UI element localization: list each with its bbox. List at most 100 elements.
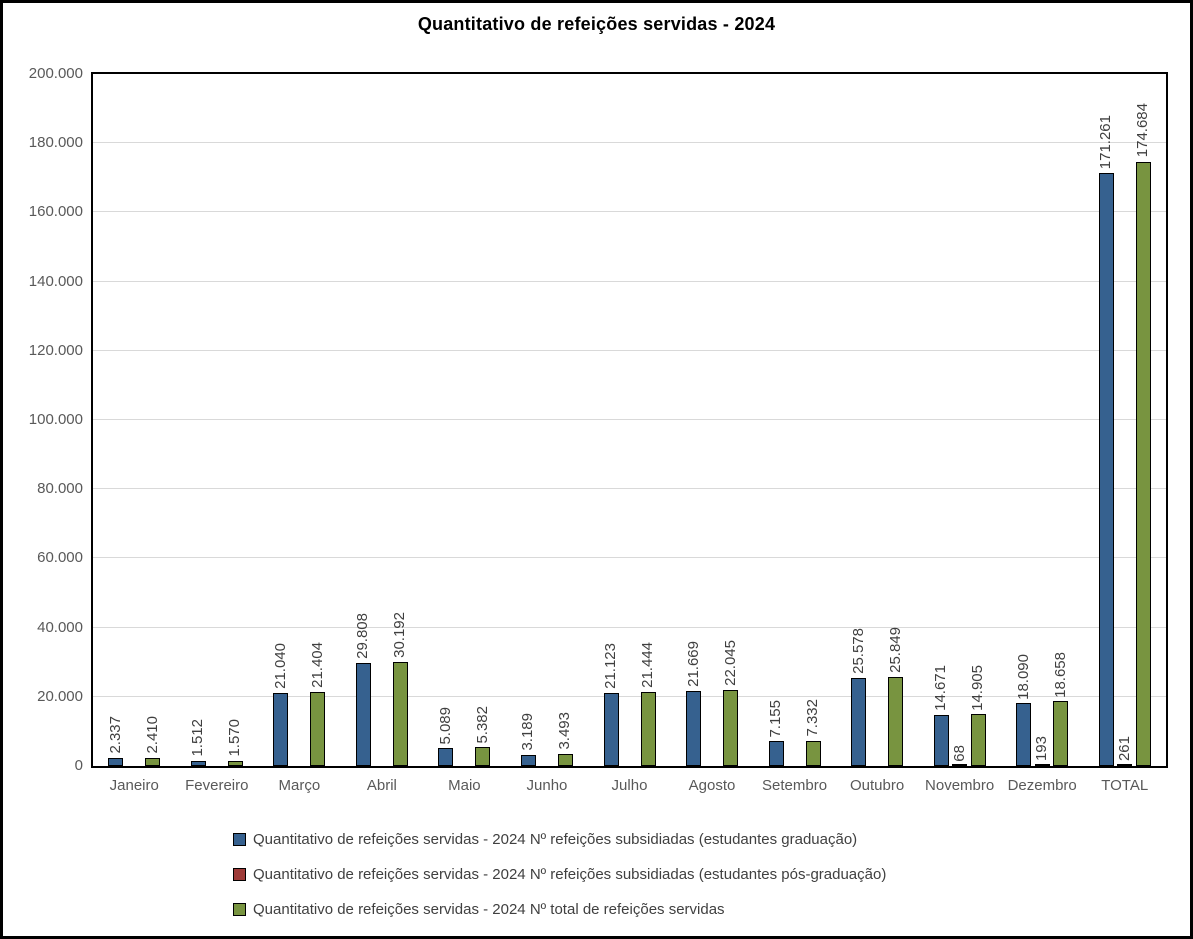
bar-value-label: 3.493 xyxy=(556,712,574,750)
bar-total-total xyxy=(1135,161,1151,766)
legend: Quantitativo de refeições servidas - 202… xyxy=(233,831,886,936)
bar-value-label: 21.040 xyxy=(271,643,289,690)
bar-value-label: 21.444 xyxy=(639,641,656,688)
plot-area: 2.337 2.410 1.512 1.570 21.040 21.404 29.808 30… xyxy=(91,72,1168,768)
bar-value-label: 5.382 xyxy=(473,705,491,744)
x-axis-label: Abril xyxy=(366,777,397,794)
gridline xyxy=(93,280,1166,282)
legend-swatch-icon xyxy=(233,867,246,881)
x-axis-label: Maio xyxy=(448,777,481,794)
bar-value-label: 25.849 xyxy=(886,626,904,673)
bar-total-agosto xyxy=(723,689,739,766)
bar-value-label: 18.658 xyxy=(1051,651,1069,698)
bar-value-label: 21.669 xyxy=(684,641,702,688)
bar-pos-graduacao-total xyxy=(1117,764,1133,766)
x-axis-label: Janeiro xyxy=(109,777,159,794)
bar-graduacao-outubro xyxy=(851,677,867,766)
bar-graduacao-setembro xyxy=(768,741,784,766)
y-tick-label: 140.000 xyxy=(28,272,83,290)
bar-total-setembro xyxy=(805,740,821,766)
bar-value-label: 68 xyxy=(950,745,968,762)
x-axis-label: Setembro xyxy=(762,777,828,794)
legend-swatch-icon xyxy=(233,902,246,916)
bar-value-label: 22.045 xyxy=(721,639,739,686)
legend-label: Quantitativo de refeições servidas - 202… xyxy=(253,865,887,883)
legend-item-total: Quantitativo de refeições servidas - 202… xyxy=(233,900,886,918)
x-axis-label: Agosto xyxy=(688,777,736,794)
legend-label: Quantitativo de refeições servidas - 202… xyxy=(253,900,725,918)
gridline xyxy=(93,142,1166,144)
bar-value-label: 18.090 xyxy=(1014,653,1032,700)
bar-value-label: 1.570 xyxy=(226,719,244,757)
bar-value-label: 25.578 xyxy=(849,627,867,674)
gridline xyxy=(93,557,1166,559)
bar-graduacao-julho xyxy=(603,692,619,766)
y-tick-label: 40.000 xyxy=(37,618,83,636)
bar-value-label: 21.404 xyxy=(308,642,326,688)
bar-value-label: 261 xyxy=(1115,736,1133,762)
bar-pos-graduacao-novembro xyxy=(952,764,968,766)
y-tick-label: 100.000 xyxy=(28,411,83,428)
y-tick-label: 180.000 xyxy=(28,134,83,152)
x-axis-label: Junho xyxy=(526,777,568,794)
bar-value-label: 30.192 xyxy=(391,611,409,658)
bar-value-label: 3.189 xyxy=(519,713,537,751)
bar-value-label: 171.261 xyxy=(1097,115,1115,170)
y-tick-label: 80.000 xyxy=(37,480,83,498)
bar-value-label: 174.684 xyxy=(1134,103,1152,158)
bar-graduacao-janeiro xyxy=(108,757,124,766)
y-tick-label: 0 xyxy=(74,757,83,774)
bar-graduacao-abril xyxy=(355,662,371,766)
bar-value-label: 2.410 xyxy=(143,716,161,754)
bar-total-outubro xyxy=(888,676,904,766)
bar-graduacao-maio xyxy=(438,748,454,766)
bar-value-label: 14.905 xyxy=(969,664,987,711)
bar-graduacao-agosto xyxy=(686,691,702,766)
y-tick-label: 200.000 xyxy=(28,65,83,82)
bar-total-dezembro xyxy=(1053,701,1069,766)
x-axis-label: Novembro xyxy=(925,777,995,794)
x-axis-label: Dezembro xyxy=(1007,777,1077,794)
bar-graduacao-março xyxy=(273,693,289,766)
bar-value-label: 1.512 xyxy=(189,719,207,757)
y-tick-label: 60.000 xyxy=(37,549,83,567)
bar-graduacao-dezembro xyxy=(1016,703,1032,766)
y-tick-label: 160.000 xyxy=(28,203,83,221)
bar-total-novembro xyxy=(970,714,986,766)
bar-total-julho xyxy=(640,691,656,766)
bar-value-label: 29.808 xyxy=(354,612,372,659)
bar-value-label: 21.123 xyxy=(602,643,619,689)
x-axis-label: Outubro xyxy=(850,777,905,794)
legend-swatch-icon xyxy=(233,832,246,846)
legend-item-pos-graduacao: Quantitativo de refeições servidas - 202… xyxy=(233,865,887,883)
x-axis-label: Fevereiro xyxy=(185,777,249,794)
bar-total-abril xyxy=(392,661,408,766)
bar-value-label: 2.337 xyxy=(106,716,124,754)
bar-value-label: 7.332 xyxy=(804,699,822,737)
gridline xyxy=(93,211,1166,213)
y-tick-label: 120.000 xyxy=(28,341,83,359)
bar-total-maio xyxy=(475,747,491,766)
bar-value-label: 7.155 xyxy=(767,699,785,738)
bar-graduacao-total xyxy=(1098,173,1114,766)
bar-value-label: 5.089 xyxy=(436,706,454,745)
gridline xyxy=(93,626,1166,628)
y-tick-label: 20.000 xyxy=(37,687,83,705)
bar-total-fevereiro xyxy=(227,760,243,766)
bar-total-janeiro xyxy=(145,757,161,766)
chart-title: Quantitativo de refeições servidas - 202… xyxy=(417,14,776,34)
x-axis-label: Julho xyxy=(611,777,648,794)
bar-total-março xyxy=(310,691,326,766)
bar-graduacao-junho xyxy=(520,754,536,766)
bar-total-junho xyxy=(557,753,573,766)
bar-value-label: 14.671 xyxy=(932,665,950,712)
x-axis-label: Março xyxy=(278,777,321,794)
legend-label: Quantitativo de refeições servidas - 202… xyxy=(253,830,858,848)
gridline xyxy=(93,695,1166,697)
legend-item-graduacao: Quantitativo de refeições servidas - 202… xyxy=(233,830,886,848)
bar-graduacao-fevereiro xyxy=(190,760,206,766)
gridline xyxy=(93,419,1166,420)
bar-value-label: 193 xyxy=(1033,736,1051,762)
gridline xyxy=(93,488,1166,490)
